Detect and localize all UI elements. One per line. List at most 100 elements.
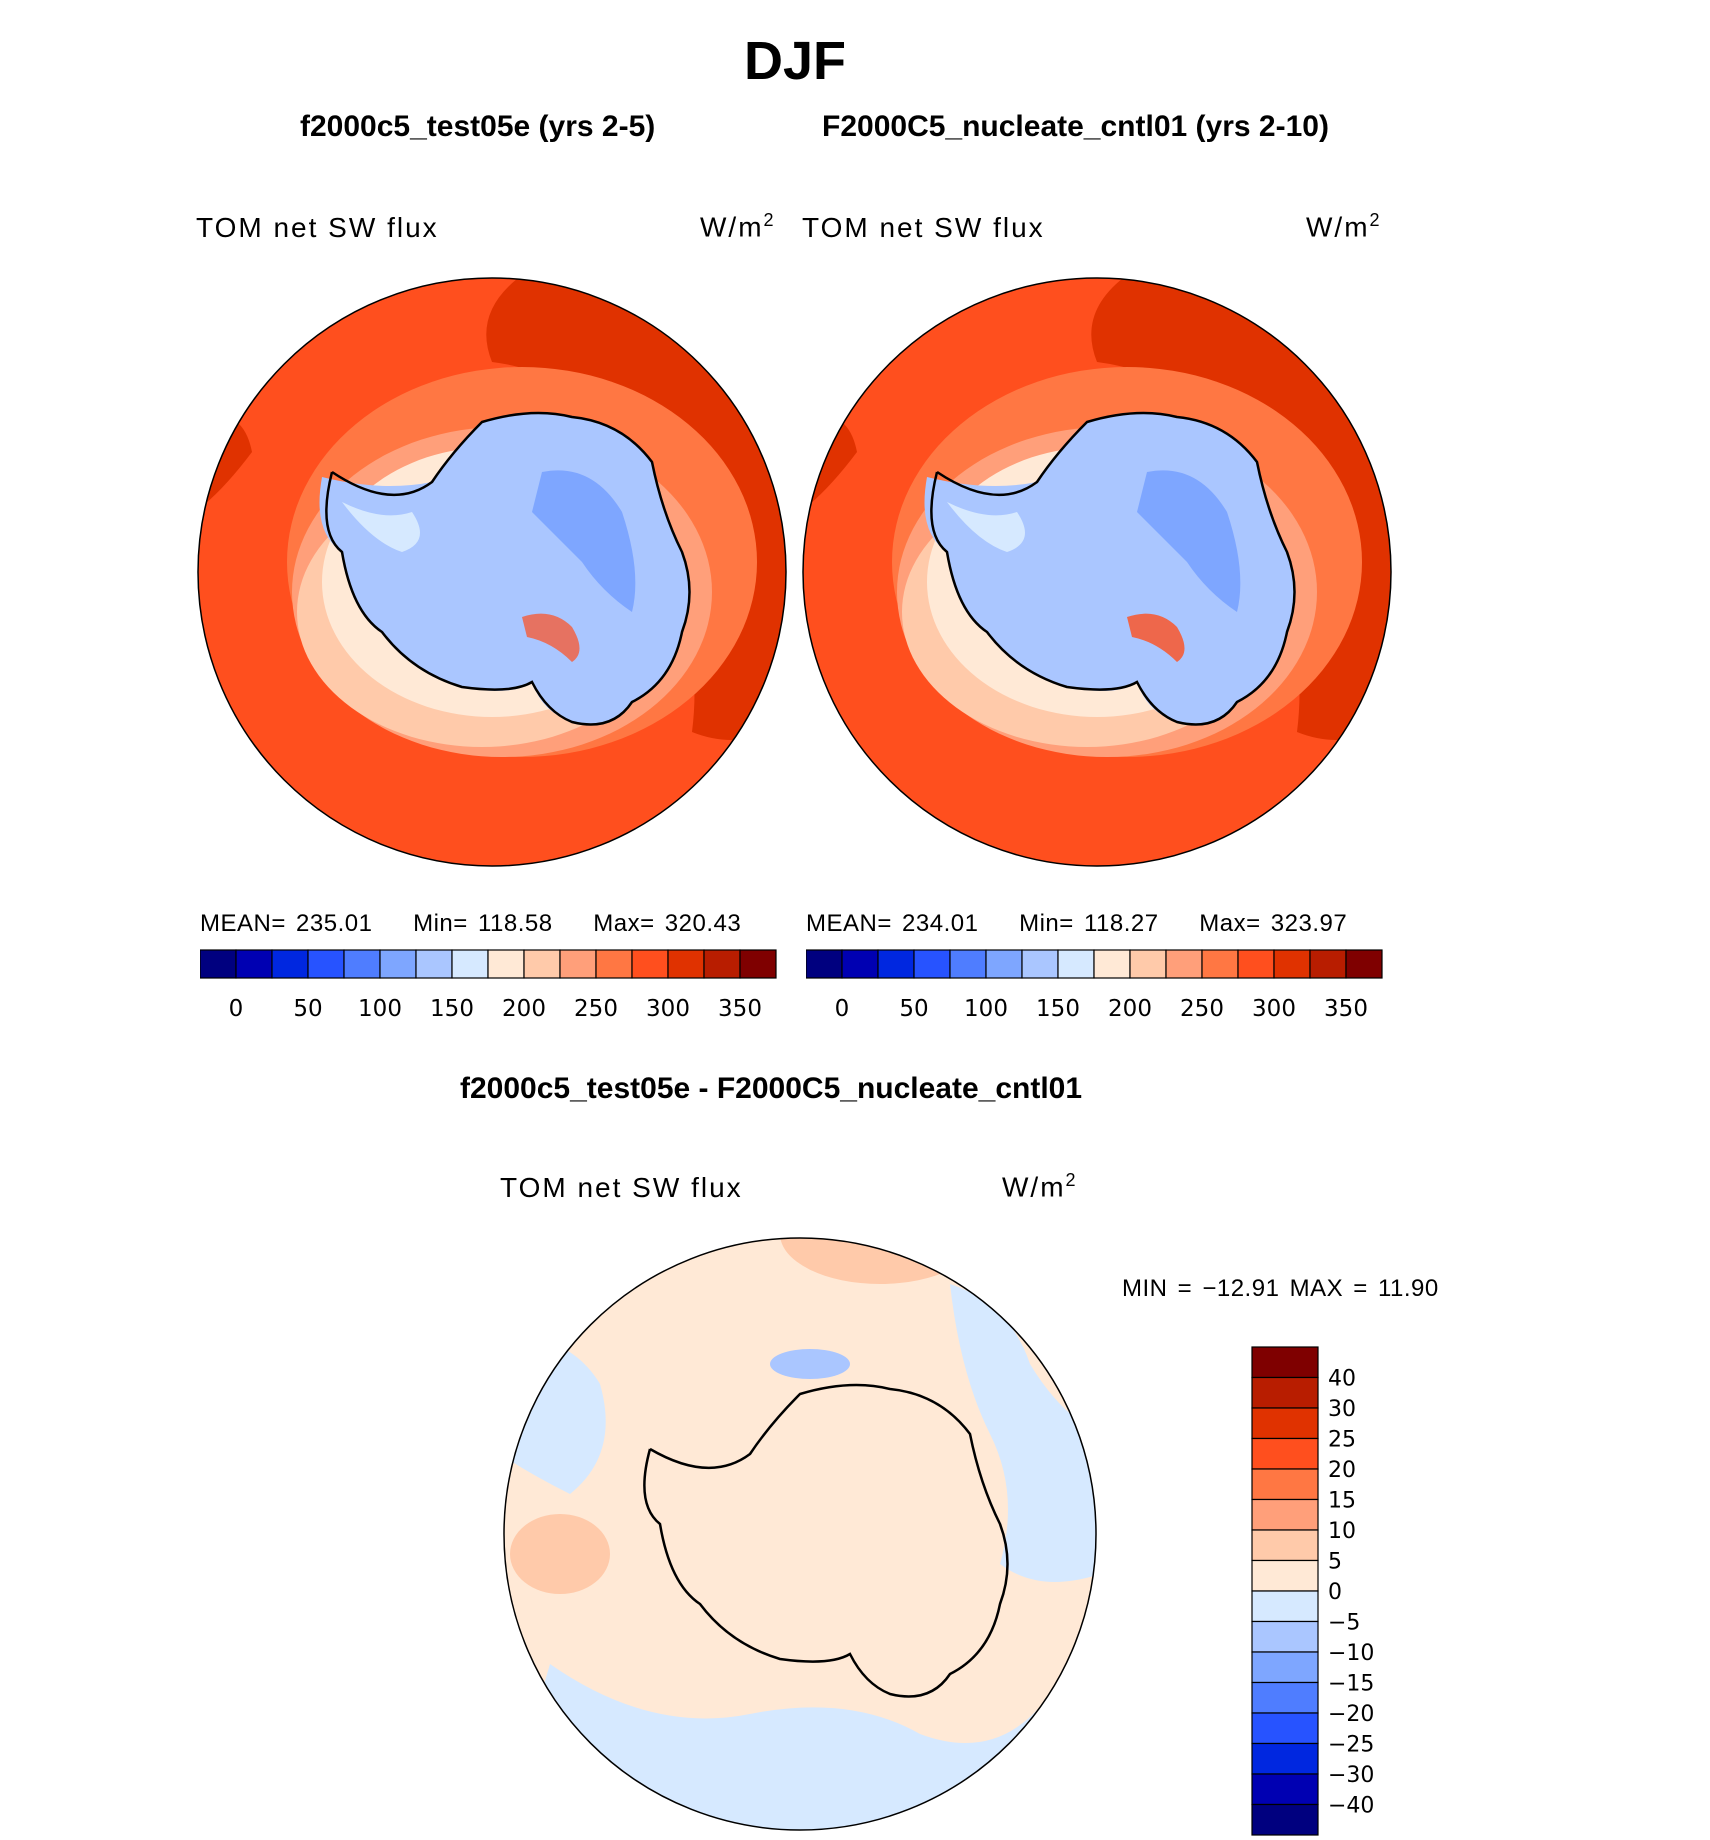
colorbar-cell-test [415,949,453,979]
colorbar-tick-label-test: 250 [574,996,618,1022]
colorbar-cell-diff [1251,1346,1319,1379]
colorbar-cell-cntl [841,949,879,979]
colorbar-cntl: 0 50 100 150 200 250 300 350 [806,949,1383,1022]
colorbar-tick-label-cntl: 300 [1252,996,1296,1022]
colorbar-tick-label-cntl: 350 [1324,996,1368,1022]
colorbar-tick-label-test: 100 [358,996,402,1022]
colorbar-tick-label-diff: −30 [1328,1763,1374,1788]
colorbar-cell-diff [1251,1803,1319,1836]
colorbar-cell-diff [1251,1529,1319,1562]
colorbar-cell-diff [1251,1590,1319,1623]
colorbar-cell-diff [1251,1742,1319,1775]
colorbar-tick-label-test: 50 [293,996,322,1022]
colorbar-cell-diff [1251,1407,1319,1440]
colorbar-cell-cntl [1021,949,1059,979]
units-label-cntl: W/m2 [1306,210,1382,243]
colorbar-tick-label-diff: −40 [1328,1794,1374,1819]
colorbar-cell-diff [1251,1773,1319,1806]
colorbar-tick-label-diff: −15 [1328,1672,1374,1697]
colorbar-cell-diff [1251,1651,1319,1684]
colorbar-cell-diff [1251,1681,1319,1714]
colorbar-tick-label-cntl: 250 [1180,996,1224,1022]
units-label-diff: W/m2 [1002,1170,1078,1203]
colorbar-cell-cntl [949,949,987,979]
colorbar-tick-label-test: 200 [502,996,546,1022]
map-test [197,277,787,867]
colorbar-cell-test [739,949,777,979]
panel-title-cntl: F2000C5_nucleate_cntl01 (yrs 2-10) [822,110,1329,143]
colorbar-cell-cntl [1237,949,1275,979]
colorbar-cell-test [343,949,381,979]
colorbar-tick-label-diff: −5 [1328,1611,1360,1636]
colorbar-tick-label-cntl: 150 [1036,996,1080,1022]
colorbar-cell-test [379,949,417,979]
colorbar-cell-test [271,949,309,979]
colorbar-cell-cntl [1129,949,1167,979]
colorbar-tick-label-diff: 0 [1328,1580,1342,1605]
variable-label-cntl: TOM net SW flux [802,212,1045,243]
colorbar-test: 0 50 100 150 200 250 300 350 [200,949,777,1022]
colorbar-cell-test [451,949,489,979]
colorbar-cell-test [667,949,705,979]
colorbar-diff: 40 30 25 20 15 10 5 0 −5 −10 −15 −20 −25 −30 −40 [1251,1346,1374,1836]
colorbar-cell-test [631,949,669,979]
max-value-cntl: 323.97 [1270,910,1348,937]
colorbar-cell-test [559,949,597,979]
colorbar-cell-diff [1251,1437,1319,1470]
colorbar-cell-cntl [1273,949,1311,979]
map-cntl [802,277,1392,867]
map-diff [503,1237,1097,1831]
mean-value-cntl: 234.01 [902,910,979,937]
colorbar-tick-label-test: 150 [430,996,474,1022]
colorbar-cell-diff [1251,1376,1319,1409]
colorbar-cell-test [200,949,237,979]
stats-test: MEAN= 235.01 Min= 118.58 Max= 320.43 [200,910,742,937]
colorbar-tick-label-diff: 30 [1328,1397,1356,1422]
variable-label-diff: TOM net SW flux [500,1172,743,1203]
colorbar-cell-cntl [1201,949,1239,979]
colorbar-tick-label-cntl: 0 [835,996,850,1022]
colorbar-cell-test [307,949,345,979]
colorbar-tick-label-test: 0 [229,996,244,1022]
colorbar-tick-label-diff: −20 [1328,1702,1374,1727]
units-label-test: W/m2 [700,210,776,243]
panel-title-test: f2000c5_test05e (yrs 2-5) [300,110,656,143]
colorbar-tick-label-diff: 10 [1328,1519,1356,1544]
max-value-test: 320.43 [664,910,742,937]
colorbar-tick-label-diff: −10 [1328,1641,1374,1666]
colorbar-cell-cntl [1309,949,1347,979]
colorbar-cell-diff [1251,1468,1319,1501]
colorbar-cell-cntl [1345,949,1383,979]
colorbar-cell-cntl [806,949,843,979]
colorbar-cell-test [703,949,741,979]
colorbar-cell-cntl [1093,949,1131,979]
figure-title: DJF [743,31,846,91]
colorbar-cell-diff [1251,1498,1319,1531]
colorbar-cell-test [235,949,273,979]
colorbar-tick-label-diff: 20 [1328,1458,1356,1483]
min-value-test: 118.58 [477,910,553,937]
colorbar-tick-label-diff: 5 [1328,1550,1342,1575]
variable-label-test: TOM net SW flux [196,212,439,243]
colorbar-cell-cntl [985,949,1023,979]
colorbar-cell-cntl [1165,949,1203,979]
colorbar-cell-cntl [1057,949,1095,979]
min-value-cntl: 118.27 [1083,910,1159,937]
colorbar-cell-test [595,949,633,979]
colorbar-cell-cntl [913,949,951,979]
colorbar-tick-label-cntl: 100 [964,996,1008,1022]
colorbar-cell-diff [1251,1620,1319,1653]
colorbar-tick-label-test: 350 [718,996,762,1022]
colorbar-cell-diff [1251,1559,1319,1592]
mean-value-test: 235.01 [296,910,373,937]
stats-cntl: MEAN= 234.01 Min= 118.27 Max= 323.97 [806,910,1348,937]
colorbar-tick-label-cntl: 50 [899,996,928,1022]
colorbar-tick-label-diff: −25 [1328,1733,1374,1758]
colorbar-tick-label-diff: 25 [1328,1428,1356,1453]
stats-diff: MIN = −12.91 MAX = 11.90 [1122,1275,1439,1302]
colorbar-cell-diff [1251,1712,1319,1745]
colorbar-cell-test [487,949,525,979]
panel-title-diff: f2000c5_test05e - F2000C5_nucleate_cntl0… [460,1072,1083,1105]
colorbar-tick-label-diff: 40 [1328,1367,1356,1392]
colorbar-cell-cntl [877,949,915,979]
